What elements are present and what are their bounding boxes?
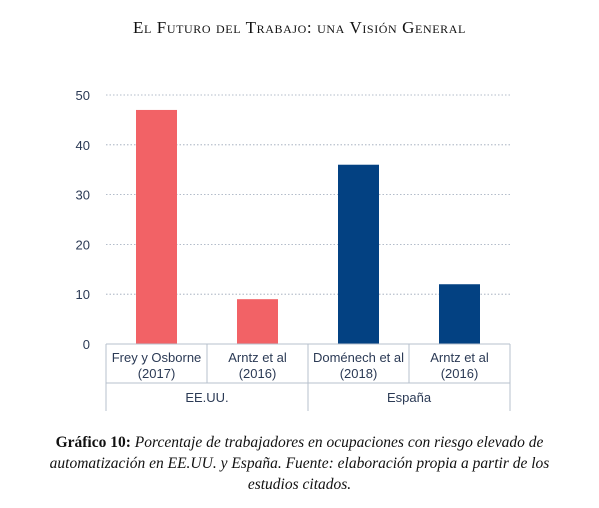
x-category-label: (2018) — [340, 366, 378, 381]
y-tick-label: 10 — [76, 287, 90, 302]
x-category-label: Arntz et al — [430, 350, 489, 365]
y-tick-label: 40 — [76, 138, 90, 153]
y-tick-label: 20 — [76, 237, 90, 252]
x-group-label: España — [387, 390, 432, 405]
caption-label: Gráfico 10: — [55, 434, 131, 451]
bar-chart: 0 10 20 30 40 50 Frey y Osborne(2017) Arntz et … — [76, 88, 511, 411]
x-category-label: Arntz et al — [228, 350, 287, 365]
running-head: El Futuro del Trabajo: una Visión Genera… — [133, 18, 466, 37]
x-category-label: (2016) — [239, 366, 277, 381]
caption-text: Porcentaje de trabajadores en ocupacione… — [49, 434, 550, 493]
y-tick-label: 0 — [83, 337, 90, 352]
bar — [338, 164, 379, 344]
figure-caption: Gráfico 10: Porcentaje de trabajadores e… — [40, 432, 559, 495]
y-tick-label: 30 — [76, 188, 90, 203]
y-tick-label: 50 — [76, 88, 90, 103]
x-category-label: Frey y Osborne — [112, 350, 202, 365]
x-category-label: (2016) — [441, 366, 479, 381]
x-group-label: EE.UU. — [185, 390, 228, 405]
x-category-label: Doménech et al — [313, 350, 404, 365]
bar — [136, 109, 177, 344]
bar — [439, 284, 480, 344]
x-category-label: (2017) — [138, 366, 176, 381]
bar — [237, 299, 278, 344]
